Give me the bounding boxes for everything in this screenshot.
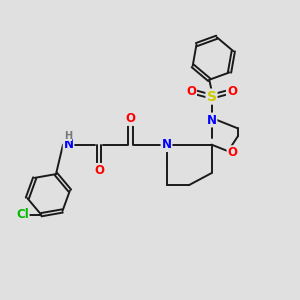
Text: N: N xyxy=(161,138,172,151)
Text: O: O xyxy=(186,85,196,98)
Text: O: O xyxy=(94,164,104,177)
Text: H: H xyxy=(64,130,72,141)
Text: O: O xyxy=(227,146,238,159)
Text: S: S xyxy=(206,90,217,104)
Text: O: O xyxy=(125,112,136,125)
Text: Cl: Cl xyxy=(16,208,29,221)
Text: O: O xyxy=(227,85,237,98)
Text: N: N xyxy=(206,113,217,127)
Text: N: N xyxy=(63,138,74,151)
